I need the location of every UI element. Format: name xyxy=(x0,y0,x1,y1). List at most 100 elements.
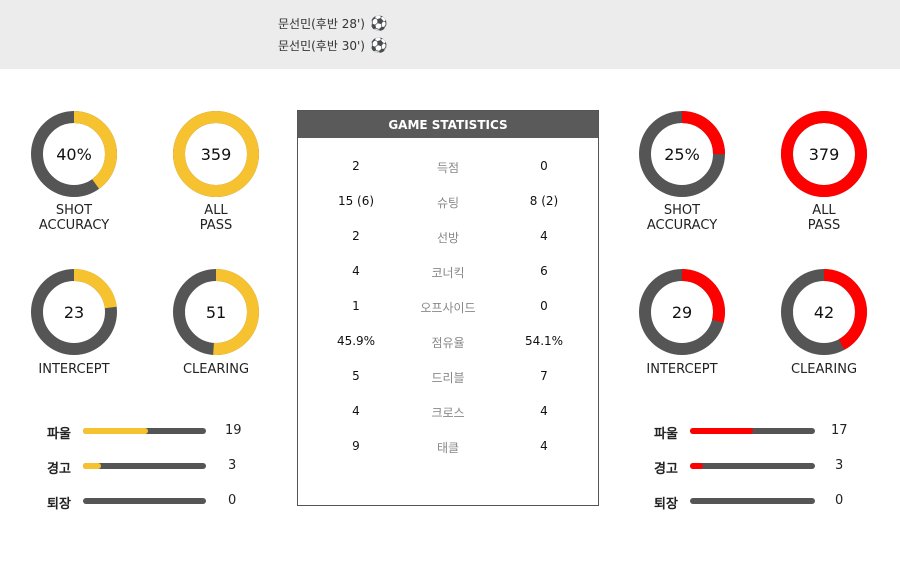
away-yellow-bar: 경고 3 xyxy=(654,458,854,477)
donut-label: SHOT ACCURACY xyxy=(38,203,110,233)
stat-row: 1 오프사이드 0 xyxy=(298,299,598,319)
stat-label: 점유율 xyxy=(431,336,465,350)
away-stat: 8 (2) xyxy=(529,194,559,208)
stat-row: 2 득점 0 xyxy=(298,159,598,179)
stat-label: 슈팅 xyxy=(436,196,460,210)
stat-label: 크로스 xyxy=(431,406,465,420)
away-stat: 4 xyxy=(540,439,548,453)
donut-label: ALL PASS xyxy=(199,203,233,233)
bar-label: 파울 xyxy=(47,427,71,442)
home-stat: 4 xyxy=(352,404,360,418)
donut-arc xyxy=(31,269,117,355)
goal-text: 문선민(후반 30') xyxy=(278,39,365,53)
stat-row: 4 크로스 4 xyxy=(298,404,598,424)
home-stat: 9 xyxy=(352,439,360,453)
bar-track xyxy=(83,498,206,504)
stat-label: 선방 xyxy=(436,231,460,245)
donut-value: 23 xyxy=(63,302,85,322)
bar-track xyxy=(83,463,206,469)
stat-label: 오프사이드 xyxy=(420,301,476,315)
stat-row: 9 태클 4 xyxy=(298,439,598,459)
home-red-bar: 퇴장 0 xyxy=(47,493,247,512)
bar-fill xyxy=(83,463,102,469)
bar-label: 파울 xyxy=(654,427,678,442)
bar-track xyxy=(690,498,815,504)
away-stat: 7 xyxy=(540,369,548,383)
donut-arc xyxy=(781,111,867,197)
soccer-ball-icon: ⚽ xyxy=(369,15,388,32)
goal-entry: 문선민(후반 28') ⚽ xyxy=(278,15,387,32)
donut-value: 379 xyxy=(808,144,840,164)
away-stat: 4 xyxy=(540,229,548,243)
bar-track xyxy=(690,428,815,434)
donut-value: 40% xyxy=(56,144,92,164)
away-fouls-bar: 파울 17 xyxy=(654,423,854,442)
away-clearing-donut: 42 xyxy=(779,267,869,357)
home-shot-accuracy-donut: 40% xyxy=(29,109,119,199)
home-stat: 2 xyxy=(352,159,360,173)
away-all-pass-donut: 379 xyxy=(779,109,869,199)
bar-fill xyxy=(690,428,753,434)
donut-label: INTERCEPT xyxy=(38,362,110,377)
stat-row: 15 (6) 슈팅 8 (2) xyxy=(298,194,598,214)
away-stat: 54.1% xyxy=(524,334,564,348)
stat-label: 태클 xyxy=(436,441,460,455)
stat-label: 득점 xyxy=(436,161,460,175)
away-shot-accuracy-donut: 25% xyxy=(637,109,727,199)
donut-label: ALL PASS xyxy=(807,203,841,233)
bar-value: 17 xyxy=(831,423,848,438)
away-stat: 4 xyxy=(540,404,548,418)
bar-label: 퇴장 xyxy=(654,497,678,512)
donut-label: CLEARING xyxy=(790,362,858,377)
donut-arc xyxy=(173,269,259,355)
donut-arc xyxy=(639,111,725,197)
game-statistics-panel: GAME STATISTICS 2 득점 0 15 (6) 슈팅 8 (2) 2 선방 4 … xyxy=(297,110,599,506)
bar-value: 3 xyxy=(835,458,844,473)
home-intercept-donut: 23 xyxy=(29,267,119,357)
soccer-ball-icon: ⚽ xyxy=(369,37,388,54)
home-stat: 45.9% xyxy=(336,334,376,348)
bar-fill xyxy=(690,463,703,469)
bar-track xyxy=(690,463,815,469)
stat-row: 45.9% 점유율 54.1% xyxy=(298,334,598,354)
donut-arc xyxy=(173,111,259,197)
stat-row: 2 선방 4 xyxy=(298,229,598,249)
donut-arc xyxy=(781,269,867,355)
goal-text: 문선민(후반 28') xyxy=(278,17,365,31)
away-intercept-donut: 29 xyxy=(637,267,727,357)
home-fouls-bar: 파울 19 xyxy=(47,423,247,442)
away-stat: 0 xyxy=(540,159,548,173)
stat-label: 드리블 xyxy=(431,371,465,385)
away-stat: 6 xyxy=(540,264,548,278)
donut-value: 25% xyxy=(664,144,700,164)
stat-row: 5 드리블 7 xyxy=(298,369,598,389)
home-all-pass-donut: 359 xyxy=(171,109,261,199)
away-stat: 0 xyxy=(540,299,548,313)
home-stat: 1 xyxy=(352,299,360,313)
bar-fill xyxy=(83,428,149,434)
donut-value: 51 xyxy=(205,302,227,322)
home-stat: 5 xyxy=(352,369,360,383)
donut-arc xyxy=(31,111,117,197)
bar-value: 3 xyxy=(228,458,237,473)
bar-value: 0 xyxy=(228,493,237,508)
donut-value: 359 xyxy=(200,144,232,164)
bar-value: 0 xyxy=(835,493,844,508)
donut-arc xyxy=(639,269,725,355)
bar-label: 경고 xyxy=(654,462,678,477)
home-clearing-donut: 51 xyxy=(171,267,261,357)
donut-label: INTERCEPT xyxy=(646,362,718,377)
donut-value: 29 xyxy=(671,302,693,322)
stat-row: 4 코너킥 6 xyxy=(298,264,598,284)
goal-scorers-bar: 문선민(후반 28') ⚽ 문선민(후반 30') ⚽ xyxy=(0,0,900,69)
donut-label: SHOT ACCURACY xyxy=(646,203,718,233)
home-stat: 4 xyxy=(352,264,360,278)
game-statistics-title: GAME STATISTICS xyxy=(298,111,598,138)
bar-label: 경고 xyxy=(47,462,71,477)
home-yellow-bar: 경고 3 xyxy=(47,458,247,477)
donut-label: CLEARING xyxy=(182,362,250,377)
home-stat: 2 xyxy=(352,229,360,243)
away-red-bar: 퇴장 0 xyxy=(654,493,854,512)
stat-label: 코너킥 xyxy=(431,266,465,280)
home-stat: 15 (6) xyxy=(337,194,375,208)
